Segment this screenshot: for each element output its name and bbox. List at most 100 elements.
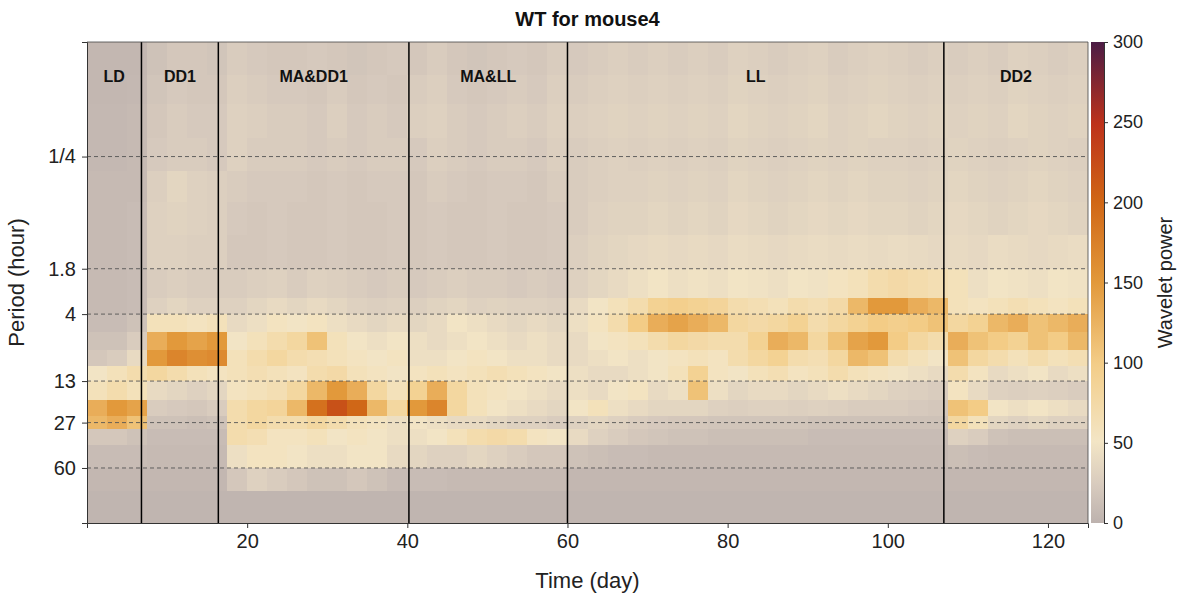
cell xyxy=(307,298,328,315)
cell xyxy=(267,491,288,523)
cell xyxy=(648,138,669,171)
cell xyxy=(207,400,228,417)
cell xyxy=(1048,445,1069,469)
cell xyxy=(247,298,268,315)
cell xyxy=(668,445,689,469)
cell xyxy=(588,171,609,203)
cell xyxy=(227,75,248,105)
cell xyxy=(728,171,749,203)
cell xyxy=(347,171,368,203)
cell xyxy=(567,298,588,315)
cell xyxy=(487,104,508,138)
cell xyxy=(407,104,428,138)
cell xyxy=(728,104,749,138)
cell xyxy=(888,468,909,492)
cell xyxy=(848,235,869,269)
cell xyxy=(968,104,989,138)
cell xyxy=(1068,235,1088,269)
cell xyxy=(1048,366,1069,381)
cell xyxy=(247,445,268,469)
cell xyxy=(588,468,609,492)
cell xyxy=(527,381,548,400)
cell xyxy=(207,298,228,315)
cell xyxy=(888,429,909,446)
cell xyxy=(768,400,789,417)
cell xyxy=(147,138,168,171)
cell xyxy=(748,429,769,446)
cell xyxy=(768,381,789,400)
cell xyxy=(267,332,288,350)
cell xyxy=(127,445,148,469)
cell xyxy=(367,235,388,269)
grid-line xyxy=(87,268,1088,269)
cell xyxy=(648,350,669,367)
cell xyxy=(948,332,969,350)
cell xyxy=(227,381,248,400)
cell xyxy=(1048,298,1069,315)
cell xyxy=(788,314,809,333)
cell xyxy=(788,366,809,381)
cell xyxy=(628,171,649,203)
cell xyxy=(307,491,328,523)
cell xyxy=(848,298,869,315)
cell xyxy=(1008,171,1029,203)
cell xyxy=(327,350,348,367)
cell xyxy=(788,491,809,523)
cell xyxy=(588,202,609,235)
cell xyxy=(788,269,809,299)
cell xyxy=(467,350,488,367)
cell xyxy=(267,298,288,315)
cell xyxy=(127,468,148,492)
cell xyxy=(748,332,769,350)
cell xyxy=(567,171,588,203)
cell xyxy=(487,491,508,523)
cell xyxy=(207,332,228,350)
cell xyxy=(608,269,629,299)
cell xyxy=(427,202,448,235)
cell xyxy=(608,491,629,523)
axis: 20406080100120 xyxy=(88,523,1089,552)
cell xyxy=(1068,314,1088,333)
cell xyxy=(527,350,548,367)
cell xyxy=(207,468,228,492)
cell xyxy=(507,381,528,400)
axis: 1/41.84132760 xyxy=(48,43,87,524)
colorbar-axis: 050100150200250300 xyxy=(1104,32,1143,533)
cell xyxy=(527,366,548,381)
cell xyxy=(748,314,769,333)
cell xyxy=(1028,138,1049,171)
cell xyxy=(768,416,789,429)
cell xyxy=(307,171,328,203)
cell xyxy=(648,298,669,315)
cell xyxy=(868,400,889,417)
cell xyxy=(367,269,388,299)
cell xyxy=(187,350,208,367)
cell xyxy=(1008,491,1029,523)
cell xyxy=(487,235,508,269)
cell xyxy=(1008,298,1029,315)
cell xyxy=(207,350,228,367)
tick-mark xyxy=(82,423,87,424)
cell xyxy=(588,235,609,269)
cell xyxy=(367,366,388,381)
cell xyxy=(888,416,909,429)
cell xyxy=(668,429,689,446)
cell xyxy=(387,202,408,235)
cell xyxy=(808,75,829,105)
tick: 300 xyxy=(1104,32,1143,52)
cell xyxy=(447,491,468,523)
cell xyxy=(367,314,388,333)
cell xyxy=(187,491,208,523)
tick-label: 20 xyxy=(237,530,259,552)
cell xyxy=(567,235,588,269)
cell xyxy=(1028,269,1049,299)
cell xyxy=(427,171,448,203)
cell xyxy=(868,42,889,76)
cell xyxy=(1068,104,1088,138)
cell xyxy=(187,468,208,492)
cell xyxy=(507,332,528,350)
cell xyxy=(287,171,308,203)
plot-background xyxy=(87,42,1088,523)
cell xyxy=(167,429,188,446)
cell xyxy=(808,445,829,469)
